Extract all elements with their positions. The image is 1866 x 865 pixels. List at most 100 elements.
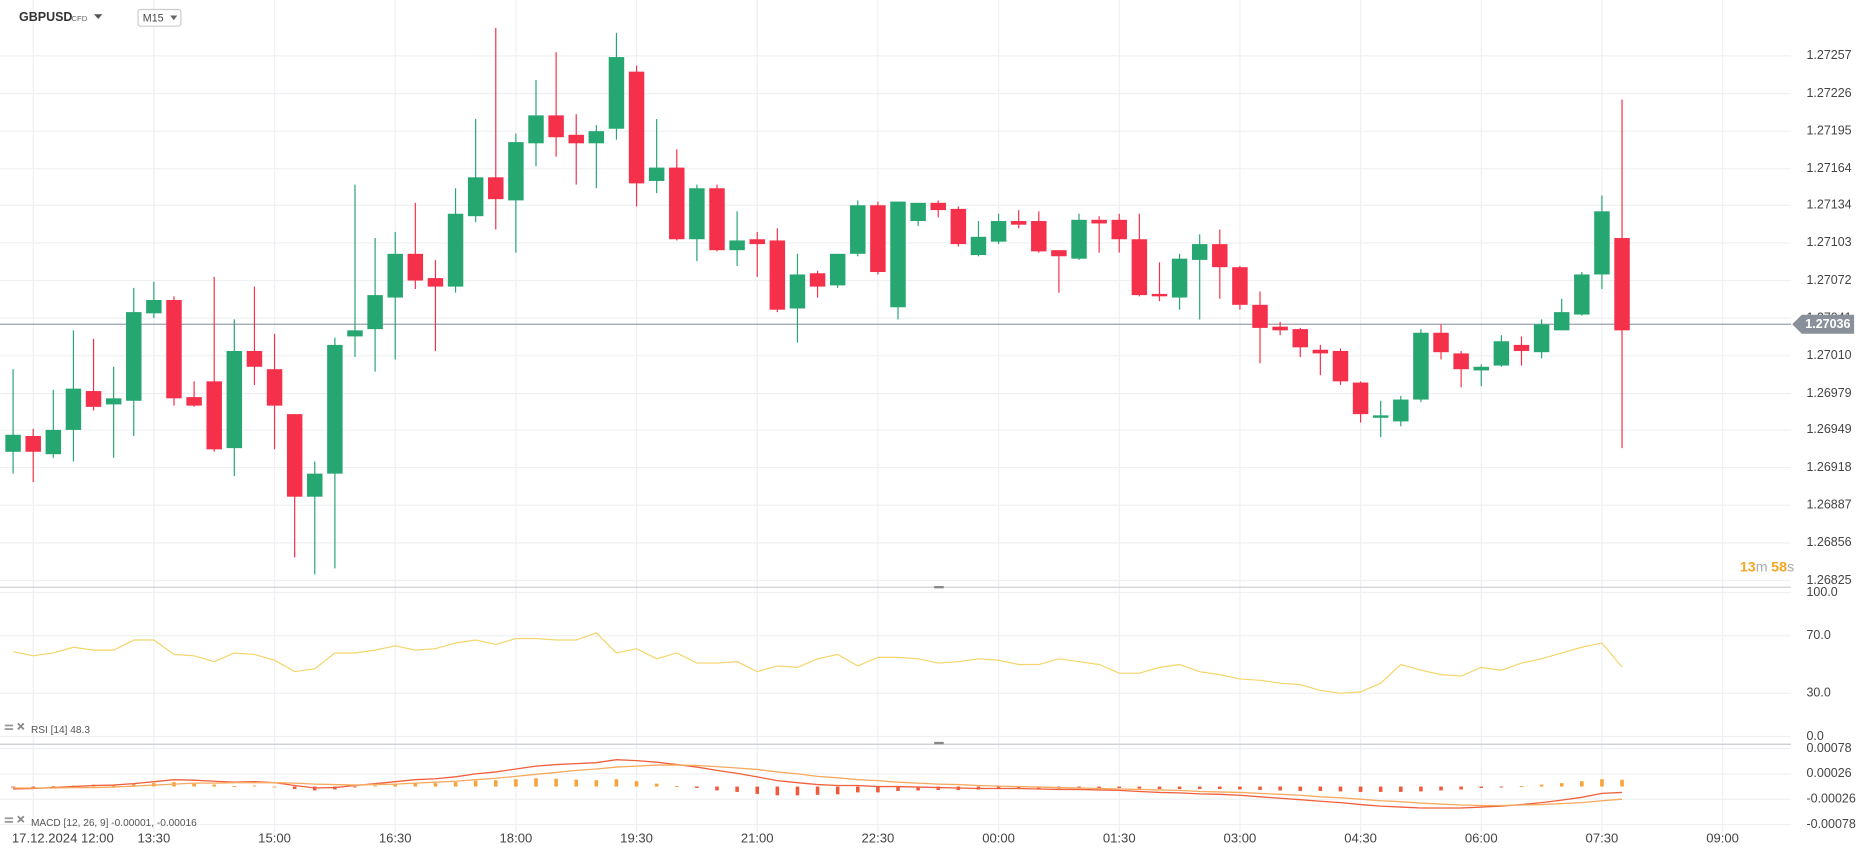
y-tick-label: 1.27010 [1806, 348, 1851, 362]
x-tick-label: 15:00 [258, 830, 291, 845]
interval-button[interactable] [137, 8, 182, 27]
macd-histogram-bar [1358, 786, 1363, 792]
y-tick-label: 1.26887 [1806, 498, 1851, 512]
panel-close[interactable] [17, 722, 25, 730]
candle-body [1151, 293, 1168, 297]
candle-body [1614, 238, 1630, 331]
panel-icon[interactable] [4, 724, 14, 727]
candle-body [689, 188, 705, 240]
macd-histogram-bar [634, 781, 639, 787]
candle-body [1051, 250, 1067, 257]
grid-layer [0, 0, 1792, 833]
macd-histogram-bar [1600, 779, 1604, 787]
candle-body [1212, 244, 1228, 268]
macd-histogram-bar [1539, 784, 1544, 787]
candle-body [648, 167, 665, 181]
candle-body [1111, 219, 1127, 240]
symbol-dropdown[interactable] [94, 14, 103, 20]
macd-histogram-bar [795, 786, 800, 796]
macd-histogram-bar [1137, 786, 1142, 789]
symbol[interactable]: GBPUSD [19, 10, 72, 24]
panel-icon[interactable] [4, 728, 14, 730]
macd-histogram-bar [534, 778, 538, 787]
x-tick-label: 17.12.2024 12:00 [12, 830, 114, 845]
macd-histogram-bar [1218, 786, 1222, 789]
candle-body [1232, 267, 1248, 305]
macd-histogram-bar [856, 786, 860, 793]
panel-close[interactable] [17, 815, 25, 823]
y-tick-label: 1.27164 [1806, 161, 1851, 175]
macd-histogram-bar [574, 779, 579, 787]
macd-histogram-bar [1399, 786, 1403, 792]
candle-body [1292, 329, 1308, 348]
x-tick-label: 04:30 [1344, 830, 1377, 845]
candle-body [307, 473, 323, 497]
candle-body [1433, 332, 1449, 353]
rsi-line [12, 632, 1623, 694]
y-tick-label: -0.00026 [1806, 792, 1855, 806]
macd-histogram-bar [1338, 786, 1343, 792]
macd-histogram-bar [433, 783, 438, 787]
candle-body [1191, 244, 1208, 260]
macd-histogram-bar [1238, 786, 1242, 790]
y-tick-label: 100.0 [1806, 585, 1837, 599]
candle-body [528, 115, 544, 144]
y-tick-label: 0.0 [1806, 729, 1823, 743]
candle-body [1393, 399, 1409, 422]
macd-histogram-bar [996, 786, 1001, 789]
candle-body [1493, 341, 1510, 366]
candle-body [146, 299, 162, 314]
countdown-unit: m [1756, 559, 1768, 575]
candle-body [5, 434, 21, 452]
x-tick-label: 09:00 [1706, 830, 1739, 845]
macd-histogram-bar [232, 786, 237, 788]
x-tick-label: 13:30 [138, 830, 171, 845]
countdown-unit: s [1787, 559, 1794, 575]
candle-body [1594, 211, 1610, 275]
macd-histogram-bar [755, 786, 760, 794]
macd-histogram-bar [876, 786, 880, 793]
candle-body [407, 253, 424, 281]
candle-body [387, 253, 403, 298]
macd-histogram-bar [252, 785, 257, 787]
candle-body [1031, 221, 1047, 252]
candle-body [206, 381, 222, 450]
candle-body [1171, 258, 1188, 298]
y-tick-label: 30.0 [1806, 686, 1830, 700]
macd-histogram-bar [393, 784, 398, 787]
macd-histogram-bar [1519, 786, 1524, 788]
candle-body [427, 278, 444, 287]
macd-line [13, 759, 1623, 809]
macd-histogram-bar [31, 786, 35, 788]
x-tick-label: 07:30 [1586, 830, 1619, 845]
macd-histogram-bar [1077, 786, 1081, 789]
candle-body [829, 253, 846, 286]
candle-body [286, 414, 303, 497]
candle-body [1312, 349, 1329, 354]
macd-histogram-bar [1016, 786, 1021, 789]
candle-body [1252, 304, 1268, 328]
candle-body [970, 236, 987, 256]
y-tick-label: -0.00078 [1806, 817, 1855, 831]
current-price-label: 1.27036 [1805, 317, 1850, 331]
x-tick-label: 00:00 [982, 830, 1015, 845]
candle-body [870, 205, 886, 273]
panel-icon[interactable] [4, 820, 14, 823]
interval-dropdown[interactable] [170, 15, 178, 21]
x-tick-label: 06:00 [1465, 830, 1498, 845]
macd-histogram-bar [1177, 786, 1182, 789]
candle-body [1453, 353, 1469, 370]
candle-body [1352, 382, 1369, 415]
candle-body [1091, 219, 1107, 224]
macd-histogram-bar [916, 786, 920, 791]
interval[interactable]: M15 [143, 12, 164, 24]
macd-histogram-bar [1620, 779, 1624, 787]
candle-body [628, 71, 645, 184]
macd-histogram-bar [695, 786, 699, 789]
panel-icon[interactable] [4, 817, 14, 820]
macd-histogram-bar [11, 786, 15, 788]
y-tick-label: 1.27195 [1806, 123, 1851, 137]
macd-histogram-bar [815, 786, 820, 795]
candle-body [126, 312, 142, 401]
candle-body [246, 350, 263, 367]
